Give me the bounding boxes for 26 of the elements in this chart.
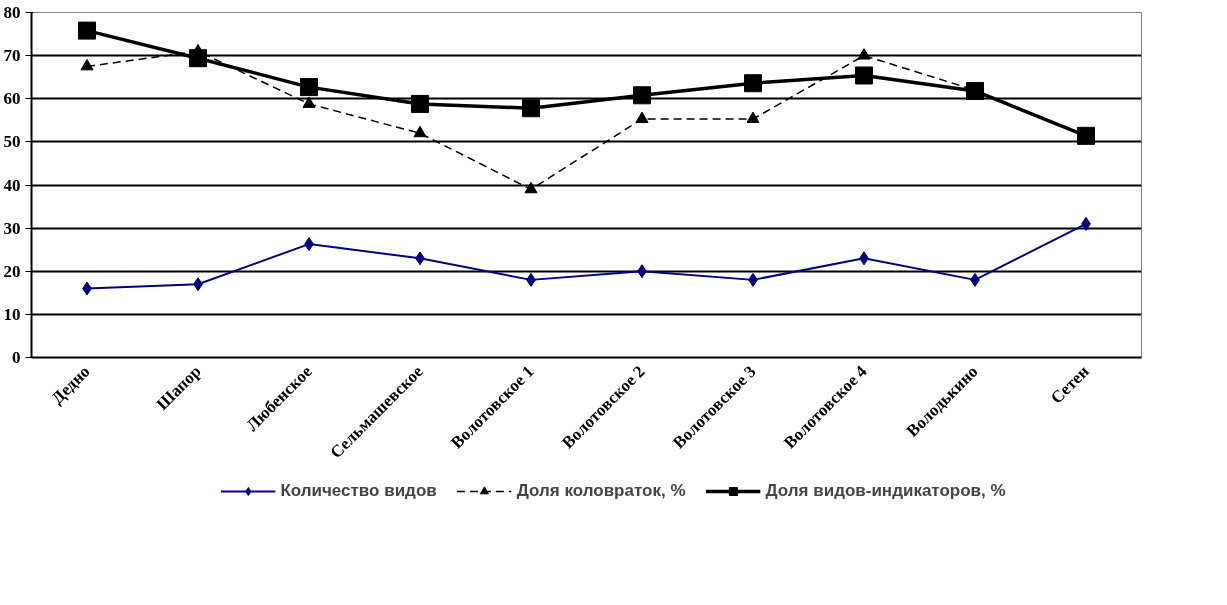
point bbox=[855, 66, 873, 85]
y-tick-label: 20 bbox=[3, 261, 21, 281]
y-tick-label: 40 bbox=[3, 175, 21, 195]
point bbox=[413, 125, 427, 138]
y-tick-label: 0 bbox=[12, 348, 21, 367]
point bbox=[635, 111, 649, 123]
point bbox=[744, 74, 762, 93]
y-tick-label: 70 bbox=[3, 46, 21, 66]
point bbox=[302, 96, 316, 108]
y-tick-label: 60 bbox=[3, 89, 21, 109]
point bbox=[633, 86, 651, 105]
legend-label: Доля коловраток, % bbox=[516, 481, 686, 501]
y-tick-label: 50 bbox=[3, 132, 21, 152]
point bbox=[300, 78, 318, 97]
point bbox=[857, 48, 871, 60]
point bbox=[411, 94, 429, 113]
y-tick-label: 30 bbox=[3, 218, 21, 238]
point bbox=[522, 99, 540, 118]
point bbox=[524, 181, 538, 194]
legend-label: Количество видов bbox=[280, 481, 437, 501]
y-tick-label: 10 bbox=[3, 304, 21, 324]
point bbox=[80, 58, 94, 71]
point bbox=[78, 21, 96, 40]
y-tick-label: 80 bbox=[3, 3, 21, 22]
legend-label: Доля видов-индикаторов, % bbox=[765, 481, 1006, 501]
point bbox=[746, 111, 760, 123]
